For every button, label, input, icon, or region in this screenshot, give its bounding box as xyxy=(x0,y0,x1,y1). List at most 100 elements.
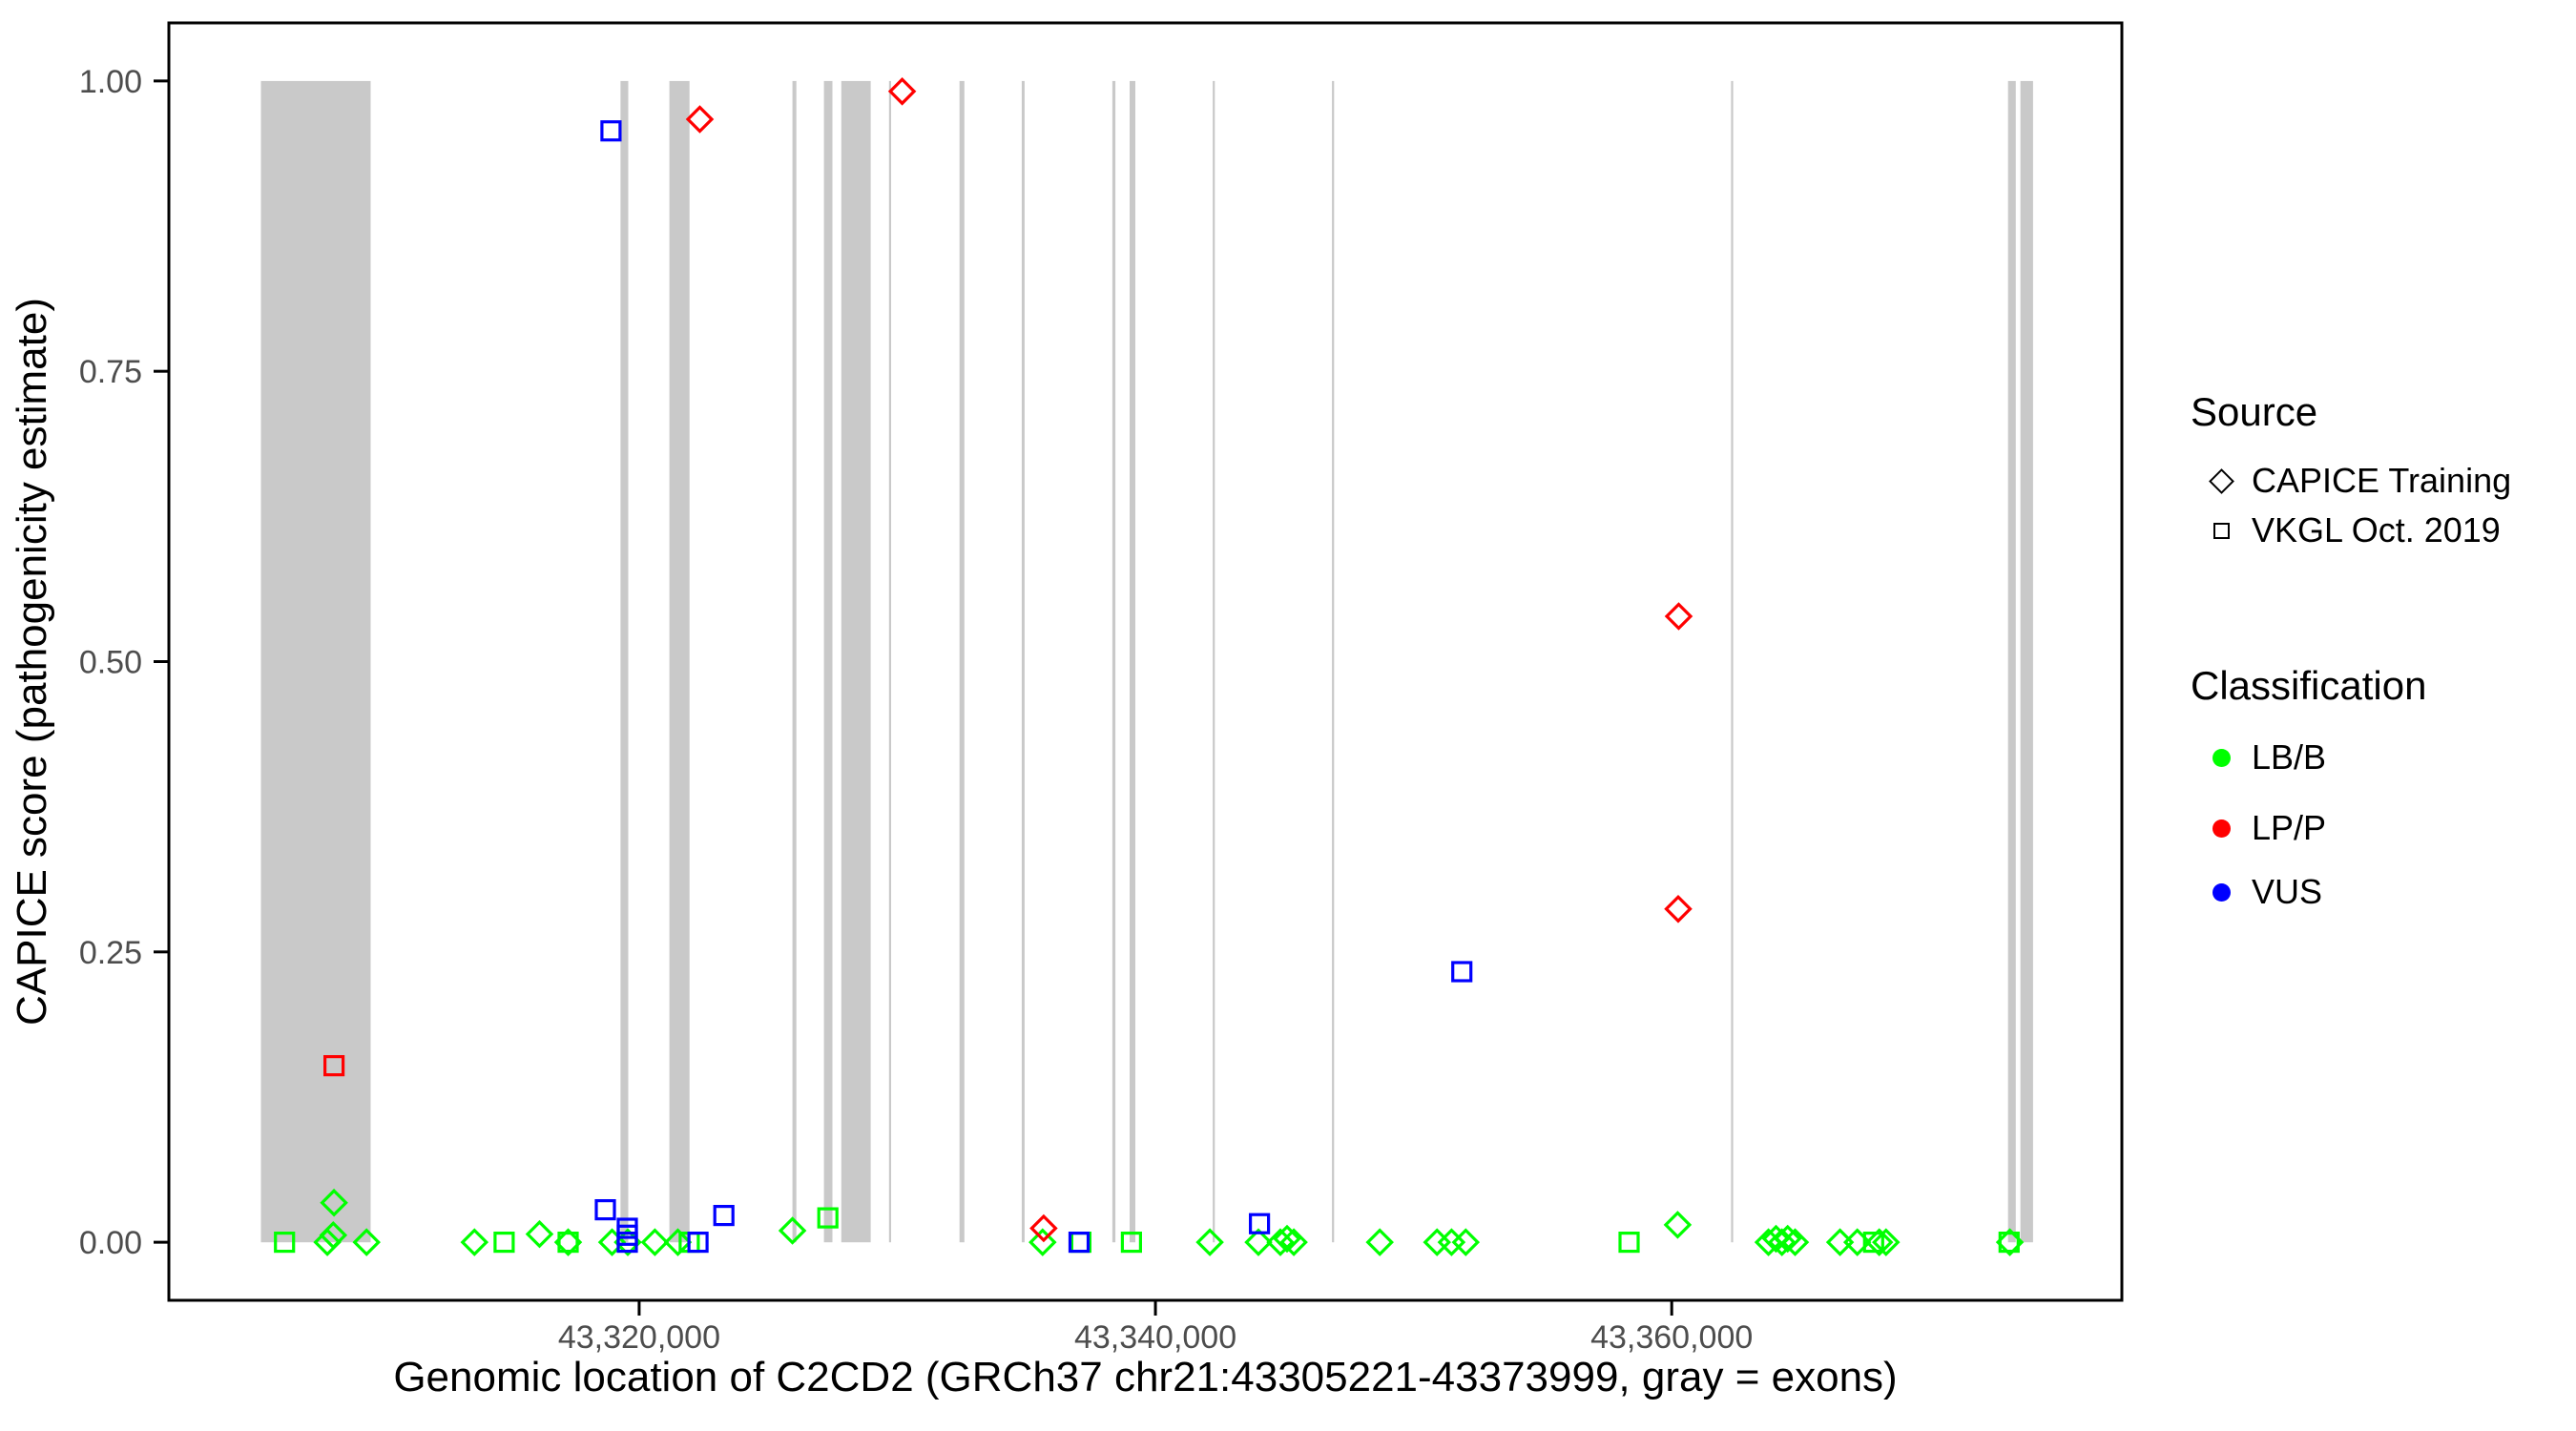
key-box xyxy=(2191,819,2252,838)
data-point-diamond xyxy=(1825,1228,1855,1256)
legend-item-label: LP/P xyxy=(2252,808,2327,847)
data-point-square xyxy=(687,1231,709,1254)
data-point-diamond xyxy=(525,1219,554,1249)
data-point-square xyxy=(1862,1231,1884,1254)
exon-bar xyxy=(823,80,833,1243)
square-marker-icon xyxy=(2212,522,2230,539)
data-point-diamond xyxy=(1365,1228,1394,1256)
y-tick-label: 1.00 xyxy=(79,64,142,100)
exon-bar xyxy=(2007,80,2016,1243)
x-tick-label: 43,340,000 xyxy=(1074,1319,1236,1356)
data-point-diamond xyxy=(1244,1228,1273,1256)
data-point-diamond xyxy=(1664,895,1693,923)
data-point-square xyxy=(713,1204,735,1227)
data-point-square xyxy=(1120,1231,1143,1254)
exon-bar xyxy=(1332,80,1335,1243)
legend-item-lbb: LB/B xyxy=(2191,733,2326,782)
exon-bar xyxy=(959,80,965,1243)
data-point-diamond xyxy=(1273,1224,1301,1254)
data-point-square xyxy=(493,1231,515,1254)
data-point-diamond xyxy=(1773,1224,1802,1254)
key-box xyxy=(2191,882,2252,902)
exon-bar xyxy=(260,80,371,1243)
data-point-diamond xyxy=(1279,1228,1308,1256)
data-point-square xyxy=(817,1207,839,1229)
data-point-diamond xyxy=(663,1228,693,1256)
exon-bar xyxy=(1130,80,1135,1243)
exon-bar xyxy=(1213,80,1215,1243)
exon-bar xyxy=(1111,80,1116,1243)
legend-item-lpp: LP/P xyxy=(2191,803,2326,853)
x-axis-title: Genomic location of C2CD2 (GRCh37 chr21:… xyxy=(393,1354,1897,1400)
exon-bar xyxy=(620,80,629,1243)
data-point-diamond xyxy=(352,1228,381,1256)
key-box xyxy=(2191,748,2252,767)
y-tick-label: 0.75 xyxy=(79,354,142,390)
y-tick-label: 0.50 xyxy=(79,645,142,681)
data-point-diamond xyxy=(1451,1228,1481,1256)
exon-bar xyxy=(2020,80,2033,1243)
data-point-diamond xyxy=(1423,1228,1451,1256)
data-point-diamond xyxy=(1195,1228,1224,1256)
key-box xyxy=(2191,522,2252,539)
exon-bar xyxy=(841,80,871,1243)
data-point-square xyxy=(274,1231,296,1254)
data-point-diamond xyxy=(1663,1211,1693,1239)
exon-bar xyxy=(1731,80,1734,1243)
key-box xyxy=(2191,467,2252,494)
data-point-diamond xyxy=(1872,1228,1901,1256)
data-point-diamond xyxy=(313,1228,342,1256)
red-dot-icon xyxy=(2212,819,2231,838)
data-point-square xyxy=(600,120,622,142)
x-tick-label: 43,360,000 xyxy=(1590,1319,1753,1356)
data-point-diamond xyxy=(1761,1224,1791,1254)
exon-bar xyxy=(669,80,690,1243)
data-point-square xyxy=(1998,1231,2020,1254)
panel-border xyxy=(167,21,2124,1302)
y-axis-title: CAPICE score (pathogenicity estimate) xyxy=(9,298,55,1026)
legend-source-title: Source xyxy=(2191,389,2318,434)
exon-bar xyxy=(888,80,891,1243)
data-point-square xyxy=(1248,1213,1271,1234)
data-point-square xyxy=(1451,961,1473,983)
data-point-diamond xyxy=(1437,1228,1466,1256)
x-tick-label: 43,320,000 xyxy=(558,1319,720,1356)
diamond-marker-icon xyxy=(2208,467,2234,494)
data-point-square xyxy=(616,1231,638,1254)
data-point-diamond xyxy=(320,1188,348,1217)
legend-item-capice-training: CAPICE Training xyxy=(2191,456,2511,506)
legend-item-label: LB/B xyxy=(2252,737,2327,777)
data-point-square xyxy=(557,1231,579,1254)
legend-item-vus: VUS xyxy=(2191,867,2322,917)
data-point-diamond xyxy=(1028,1228,1057,1256)
data-point-square xyxy=(594,1198,616,1221)
legend-item-label: CAPICE Training xyxy=(2252,461,2512,500)
data-point-diamond xyxy=(1864,1228,1894,1256)
green-dot-icon xyxy=(2212,748,2231,767)
data-point-diamond xyxy=(1029,1213,1058,1243)
data-point-square xyxy=(1068,1231,1091,1254)
exon-bar xyxy=(1021,80,1025,1243)
legend: Source CAPICE Training VKGL Oct. 2019 Cl… xyxy=(2185,0,2566,1431)
legend-item-label: VUS xyxy=(2252,872,2323,911)
data-point-diamond xyxy=(887,77,917,106)
data-point-diamond xyxy=(778,1216,807,1245)
data-point-diamond xyxy=(1780,1228,1810,1256)
data-point-diamond xyxy=(460,1228,489,1256)
legend-item-label: VKGL Oct. 2019 xyxy=(2252,510,2501,550)
data-point-diamond xyxy=(319,1221,348,1250)
data-point-diamond xyxy=(1266,1228,1295,1256)
data-point-diamond xyxy=(640,1228,670,1256)
data-point-square xyxy=(1618,1231,1640,1254)
data-point-square xyxy=(323,1054,345,1077)
data-point-diamond xyxy=(685,105,715,134)
y-tick-label: 0.25 xyxy=(79,935,142,971)
y-tick-label: 0.00 xyxy=(79,1225,142,1261)
exon-bar xyxy=(792,80,797,1243)
legend-classification-title: Classification xyxy=(2191,663,2427,708)
data-point-diamond xyxy=(1664,602,1693,631)
blue-dot-icon xyxy=(2212,882,2231,902)
data-point-diamond xyxy=(1767,1228,1797,1256)
